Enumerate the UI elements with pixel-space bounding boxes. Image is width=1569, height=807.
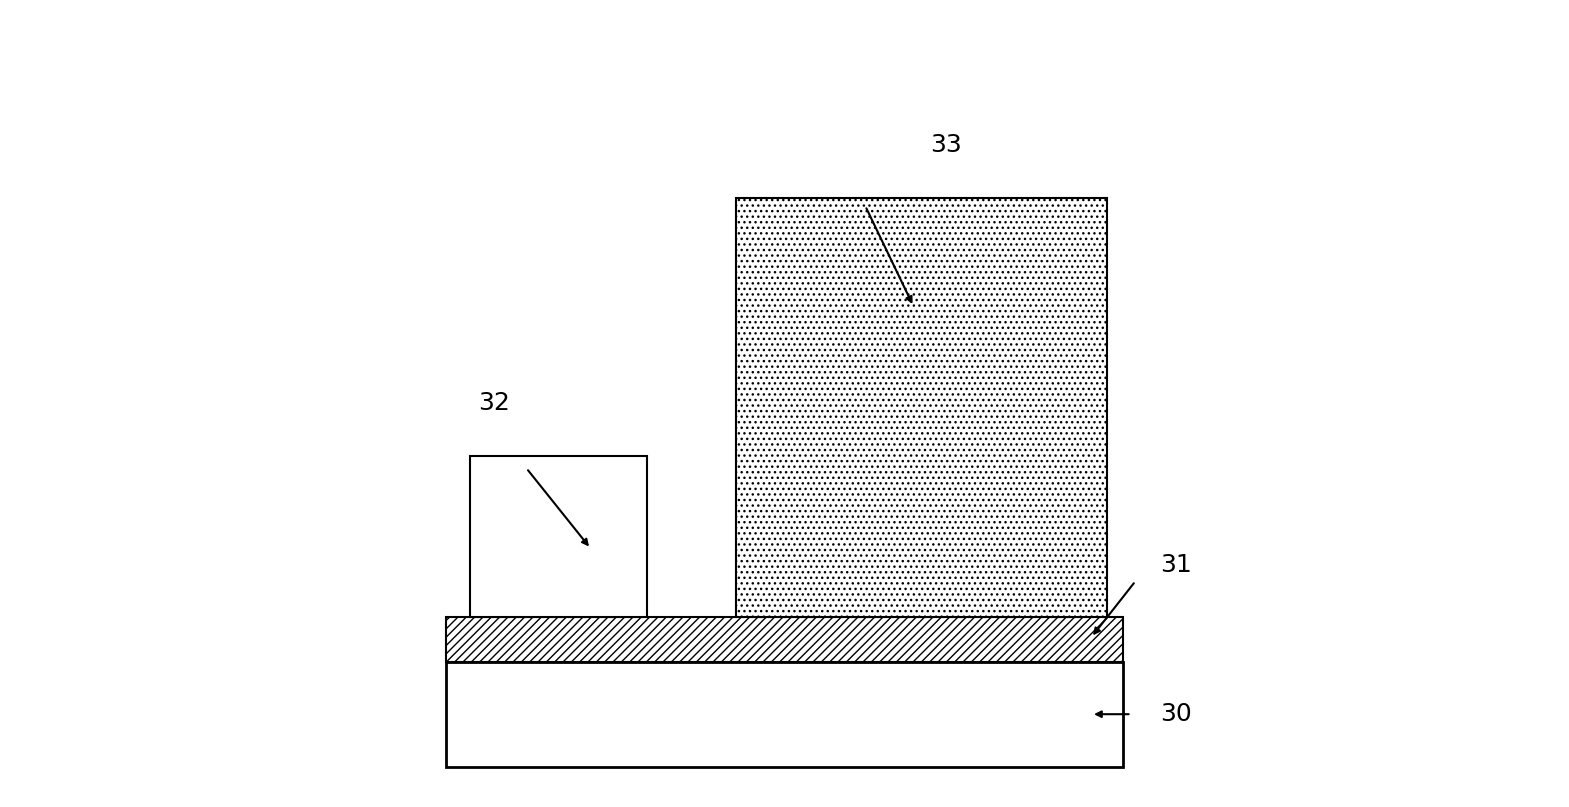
Text: 31: 31 <box>1159 553 1191 577</box>
Text: 30: 30 <box>1159 702 1191 726</box>
Text: 32: 32 <box>479 391 510 416</box>
Text: 33: 33 <box>930 133 962 157</box>
Bar <box>446 662 1123 767</box>
Bar <box>469 456 648 617</box>
Bar <box>446 617 1123 662</box>
Bar <box>736 198 1108 617</box>
